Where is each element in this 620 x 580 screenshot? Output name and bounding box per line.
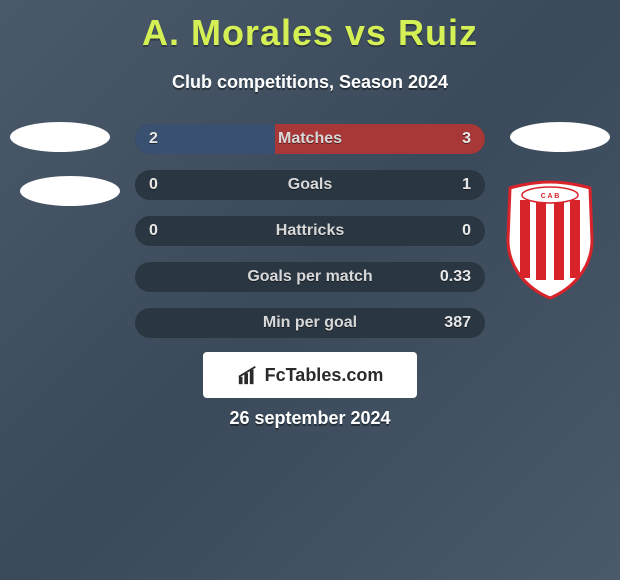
stat-label: Goals [288,176,332,194]
bars-icon [237,364,259,386]
stat-left-value: 2 [149,130,158,148]
stat-right-value: 0.33 [440,268,471,286]
stat-right-value: 1 [462,176,471,194]
brand-link[interactable]: FcTables.com [203,352,417,398]
stat-row-hattricks: 0 Hattricks 0 [135,216,485,246]
shield-icon: C A B [500,180,600,300]
stat-row-min-per-goal: Min per goal 387 [135,308,485,338]
stat-label: Hattricks [276,222,344,240]
stat-left-value: 0 [149,176,158,194]
page-subtitle: Club competitions, Season 2024 [0,72,620,93]
stat-label: Goals per match [247,268,372,286]
stat-left-value: 0 [149,222,158,240]
svg-text:C A B: C A B [541,193,560,200]
player-right-avatar [510,122,610,152]
stat-right-value: 0 [462,222,471,240]
player-left-avatar [10,122,110,152]
stat-right-value: 387 [444,314,471,332]
stat-label: Matches [278,130,342,148]
comparison-card: A. Morales vs Ruiz Club competitions, Se… [0,0,620,580]
stat-row-goals-per-match: Goals per match 0.33 [135,262,485,292]
stat-right-value: 3 [462,130,471,148]
stat-label: Min per goal [263,314,357,332]
stats-list: 2 Matches 3 0 Goals 1 0 Hattricks 0 Goal… [135,124,485,354]
page-title: A. Morales vs Ruiz [0,0,620,54]
date-text: 26 september 2024 [229,408,390,429]
team-left-badge [20,176,120,206]
stat-row-goals: 0 Goals 1 [135,170,485,200]
brand-text: FcTables.com [265,365,384,386]
stat-row-matches: 2 Matches 3 [135,124,485,154]
team-right-badge: C A B [500,180,600,300]
